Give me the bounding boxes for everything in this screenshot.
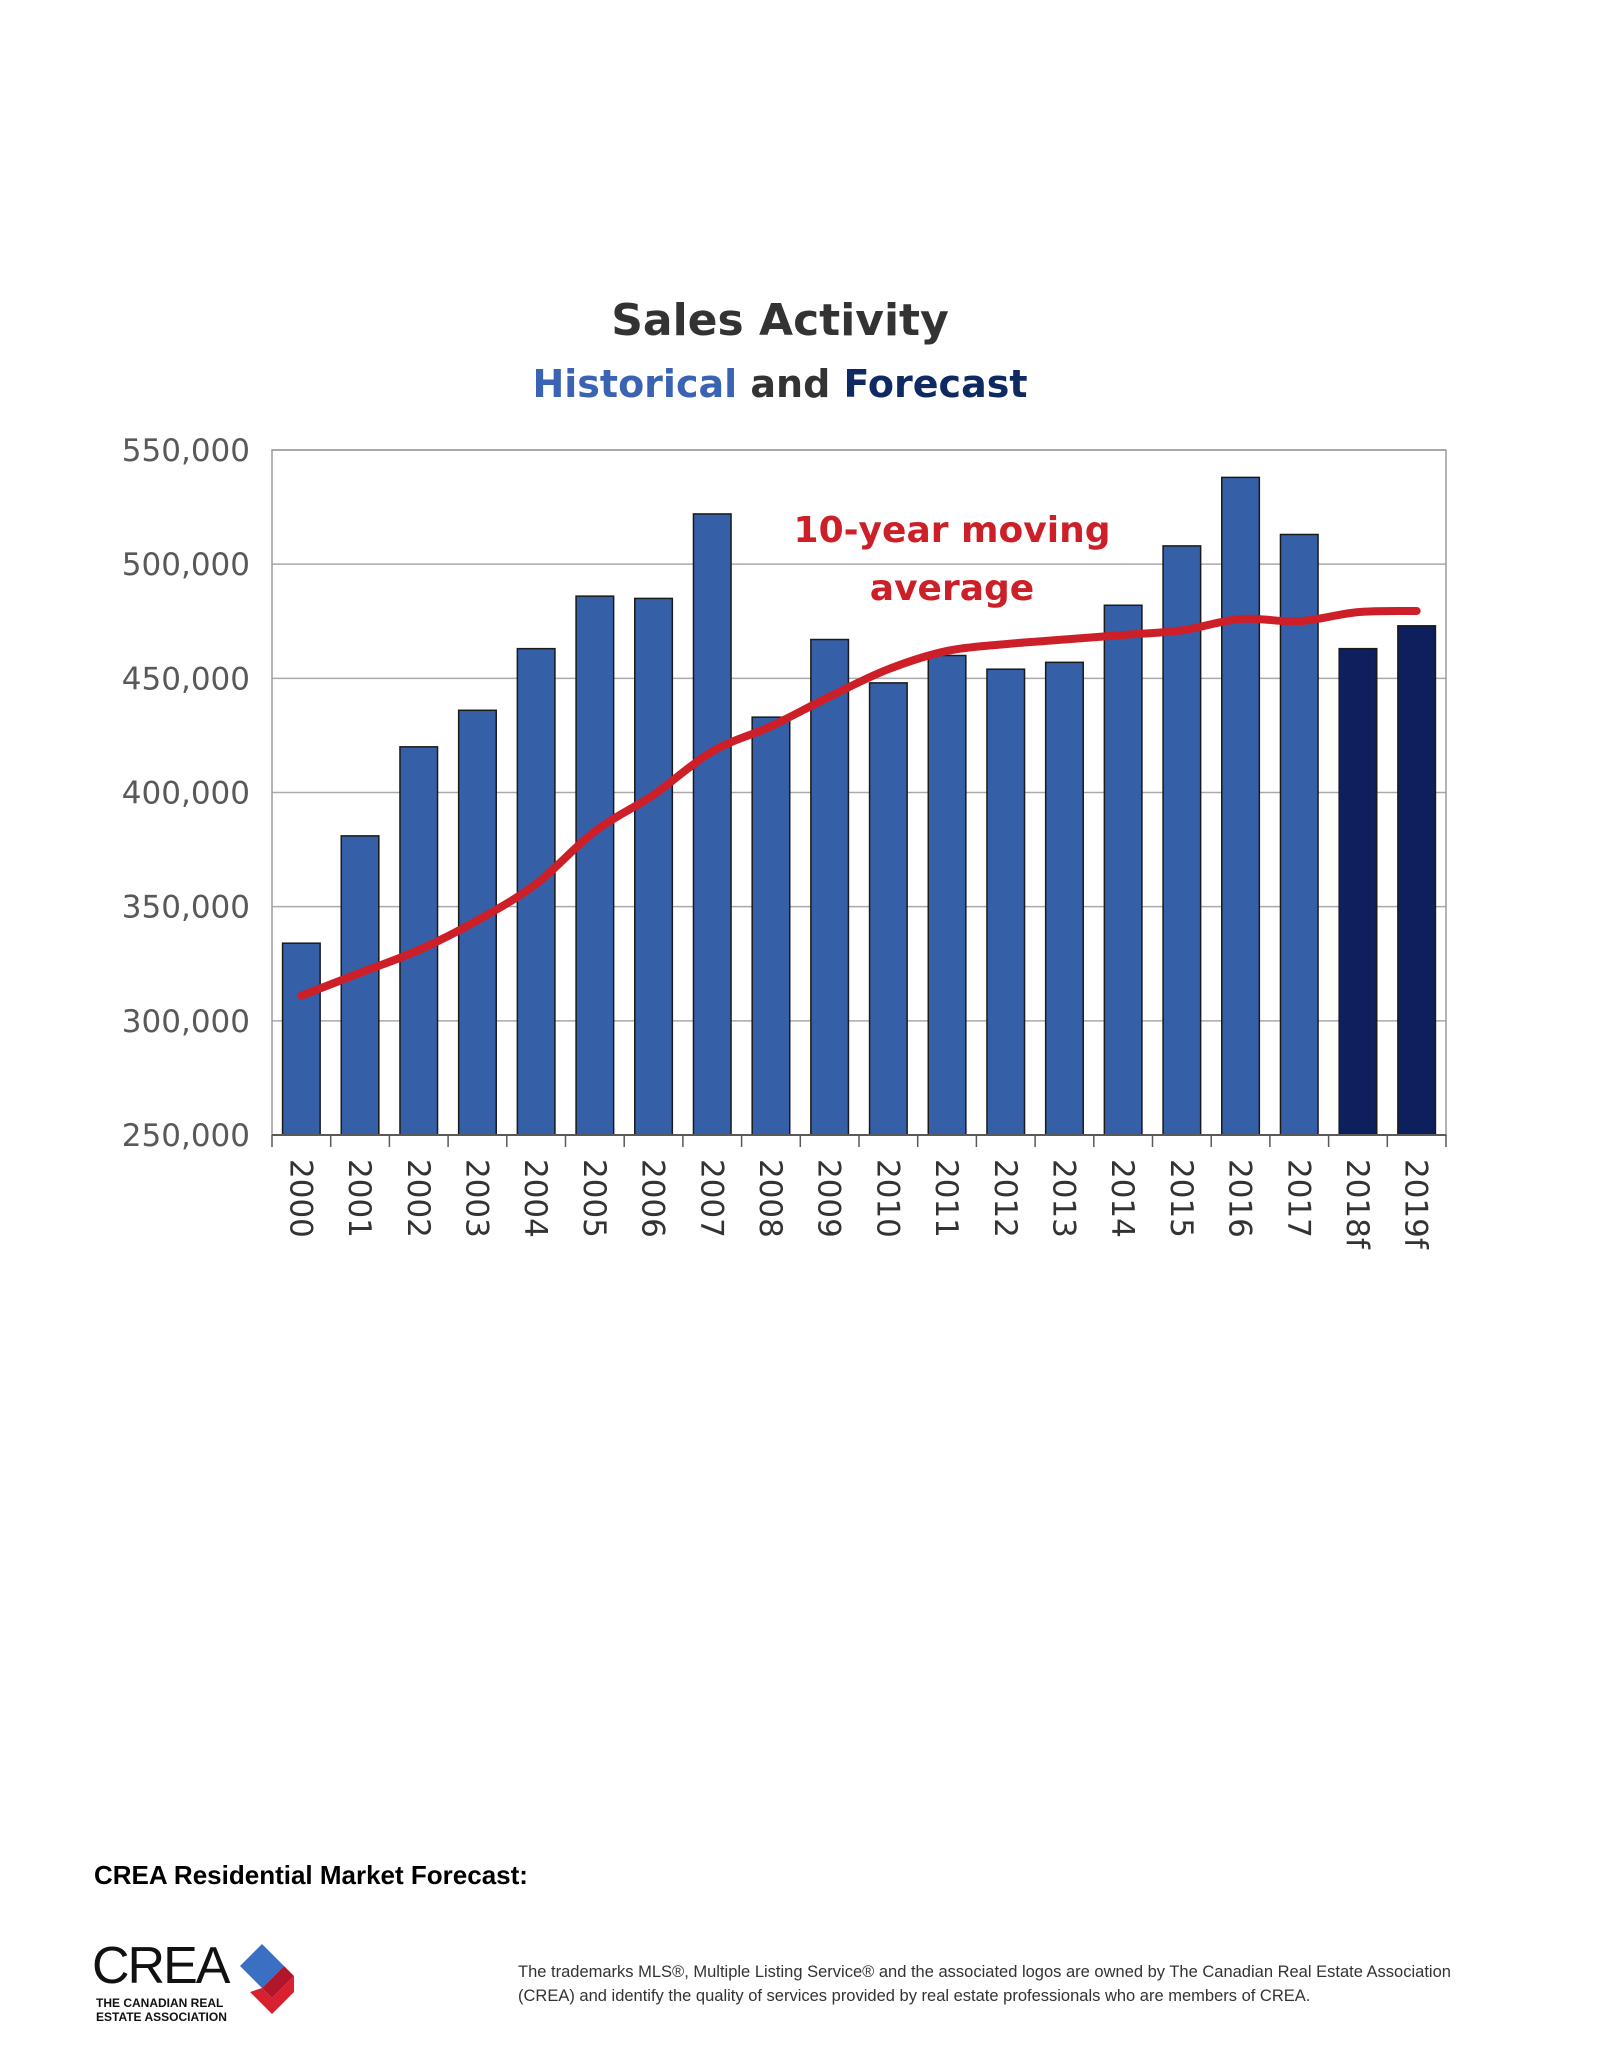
bar-2005 [575, 595, 615, 1136]
subtitle-part-0: Historical [532, 362, 737, 406]
bar-2013 [1044, 661, 1084, 1136]
chart-title: Sales Activity [611, 295, 949, 346]
bar-2000 [281, 942, 321, 1136]
x-tick-label-2015: 2015 [1163, 1159, 1199, 1238]
x-axis-ticks: 2000 2001 2002 2003 2004 2005 2006 2007 2008 2009… [282, 1159, 1433, 1250]
y-tick-label: 350,000 [122, 890, 250, 926]
chart-subtitle: Historical and Forecast [532, 362, 1027, 406]
x-tick-label-2006: 2006 [635, 1159, 671, 1238]
crea-diamond-icon [240, 1944, 294, 2014]
x-tick-label-2017: 2017 [1280, 1159, 1316, 1238]
moving-average-layer [297, 606, 1421, 1000]
x-tick-label-2004: 2004 [517, 1159, 553, 1238]
x-tick-label-2002: 2002 [400, 1159, 436, 1238]
bar-2011 [927, 654, 967, 1136]
y-tick-label: 550,000 [122, 433, 250, 469]
y-axis-ticks: 250,000 300,000 350,000 400,000 450,000 500,0… [122, 433, 250, 1154]
subtitle-part-1: and [737, 362, 843, 406]
x-tick-label-2000: 2000 [282, 1159, 318, 1238]
crea-logo: CREA THE CANADIAN REAL ESTATE ASSOCIATIO… [92, 1938, 312, 2038]
annotation-line-1: average [870, 568, 1034, 609]
bar-2008 [751, 716, 791, 1136]
bar-2010 [868, 682, 908, 1136]
subtitle-part-2: Forecast [844, 362, 1028, 406]
y-tick-label: 450,000 [122, 661, 250, 697]
y-tick-label: 500,000 [122, 547, 250, 583]
x-tick-label-2010: 2010 [869, 1159, 905, 1238]
y-tick-label: 300,000 [122, 1004, 250, 1040]
x-tick-label-2019f: 2019f [1398, 1159, 1434, 1250]
bar-2014 [1103, 604, 1143, 1136]
crea-tagline: THE CANADIAN REAL ESTATE ASSOCIATION [96, 1996, 227, 2024]
bar-2018f [1338, 647, 1378, 1136]
bar-2017 [1279, 533, 1319, 1136]
bar-2019f [1397, 625, 1437, 1136]
x-tick-label-2013: 2013 [1045, 1159, 1081, 1238]
bar-2001 [340, 835, 380, 1136]
bar-2007 [692, 513, 732, 1136]
y-tick-label: 250,000 [122, 1118, 250, 1154]
x-tick-label-2003: 2003 [458, 1159, 494, 1238]
bar-2015 [1162, 545, 1202, 1136]
x-tick-label-2009: 2009 [811, 1159, 847, 1238]
bar-2009 [810, 638, 850, 1136]
moving-average-annotation: 10-year moving average [794, 510, 1111, 609]
annotation-line-0: 10-year moving [794, 510, 1111, 551]
x-tick-label-2011: 2011 [928, 1159, 964, 1238]
y-tick-label: 400,000 [122, 776, 250, 812]
trademark-disclaimer: The trademarks MLS®, Multiple Listing Se… [518, 1963, 1451, 2005]
x-tick-label-2014: 2014 [1104, 1159, 1140, 1238]
x-tick-label-2005: 2005 [576, 1159, 612, 1238]
x-tick-label-2012: 2012 [987, 1159, 1023, 1238]
axes [271, 449, 1447, 1147]
sales-activity-chart: Sales Activity Historical and Forecast 2… [122, 295, 1447, 1250]
bar-2012 [986, 668, 1026, 1136]
crea-wordmark: CREA [92, 1937, 230, 1995]
x-tick-label-2001: 2001 [341, 1159, 377, 1238]
gridlines [272, 449, 1446, 1136]
x-tick-label-2007: 2007 [693, 1159, 729, 1238]
section-heading: CREA Residential Market Forecast: [94, 1860, 528, 1890]
moving-average-line [297, 606, 1421, 1000]
x-tick-label-2008: 2008 [752, 1159, 788, 1238]
bar-2016 [1221, 476, 1261, 1136]
x-tick-label-2018f: 2018f [1339, 1159, 1375, 1250]
bars [281, 476, 1437, 1136]
x-tick-label-2016: 2016 [1222, 1159, 1258, 1238]
bar-2006 [634, 597, 674, 1136]
